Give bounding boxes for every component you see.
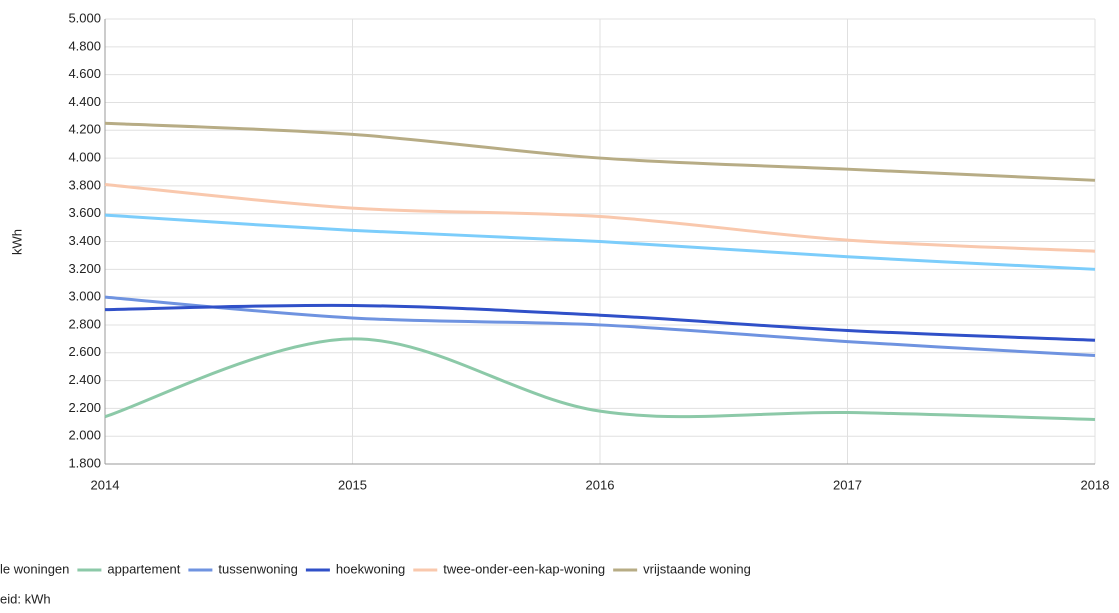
- legend-label: appartement: [107, 561, 180, 576]
- y-tick-label: 2.400: [68, 372, 101, 387]
- legend-label: hoekwoning: [336, 561, 405, 576]
- x-tick-label: 2018: [1081, 477, 1110, 492]
- y-tick-label: 2.000: [68, 428, 101, 443]
- x-tick-label: 2015: [338, 477, 367, 492]
- y-tick-label: 3.000: [68, 289, 101, 304]
- y-tick-label: 4.200: [68, 122, 101, 137]
- y-tick-label: 3.200: [68, 261, 101, 276]
- y-tick-label: 5.000: [68, 10, 101, 25]
- legend-label: vrijstaande woning: [643, 561, 751, 576]
- legend-label: le woningen: [0, 561, 69, 576]
- series-line: [104, 295, 1096, 358]
- y-tick-label: 4.800: [68, 38, 101, 53]
- x-tick-label: 2014: [91, 477, 120, 492]
- y-tick-label: 4.400: [68, 94, 101, 109]
- series-line: [104, 303, 1096, 342]
- footnote: eid: kWh: [0, 591, 51, 606]
- x-tick-label: 2016: [586, 477, 615, 492]
- y-tick-label: 3.800: [68, 177, 101, 192]
- y-tick-label: 2.600: [68, 344, 101, 359]
- y-tick-label: 4.000: [68, 150, 101, 165]
- y-tick-label: 1.800: [68, 455, 101, 470]
- legend-label: tussenwoning: [218, 561, 298, 576]
- series-line: [104, 213, 1096, 271]
- y-tick-label: 2.200: [68, 400, 101, 415]
- y-tick-label: 2.800: [68, 316, 101, 331]
- y-axis-label: kWh: [9, 229, 24, 255]
- series-line: [104, 337, 1096, 421]
- series-line: [104, 182, 1096, 253]
- x-tick-label: 2017: [833, 477, 862, 492]
- y-tick-label: 3.400: [68, 233, 101, 248]
- y-tick-label: 3.600: [68, 205, 101, 220]
- legend-label: twee-onder-een-kap-woning: [443, 561, 605, 576]
- series-line: [104, 121, 1096, 182]
- y-tick-label: 4.600: [68, 66, 101, 81]
